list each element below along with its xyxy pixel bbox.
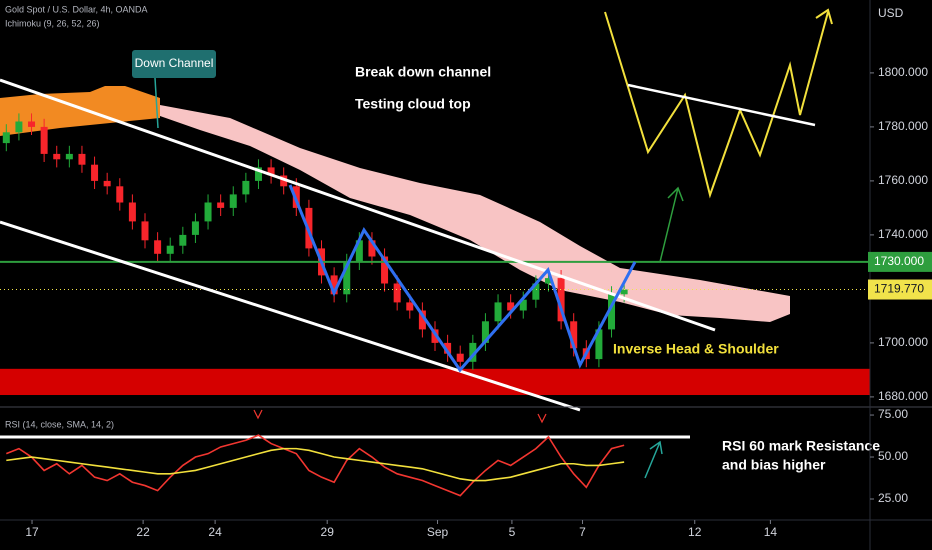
candle-body: [28, 121, 36, 127]
annotation: Down Channel: [135, 56, 214, 70]
x-tick-label: 12: [688, 525, 702, 539]
candle-body: [418, 310, 426, 330]
candle-body: [40, 126, 48, 154]
pattern-line: [288, 184, 637, 373]
arrow-head: [667, 186, 684, 202]
candle-body: [393, 283, 401, 303]
candle-body: [91, 164, 99, 181]
candle-body: [267, 167, 275, 176]
candle-body: [116, 186, 124, 203]
candle-body: [494, 302, 502, 322]
candle-body: [481, 321, 489, 343]
candle-body: [166, 245, 174, 254]
y-tick-label: 25.00: [878, 491, 908, 505]
arrow-head: [649, 440, 663, 455]
candle-body: [620, 289, 628, 295]
candle-body: [217, 202, 225, 208]
annotation: Break down channel: [355, 64, 491, 80]
y-tick-label: 1780.000: [878, 119, 928, 133]
candle-body: [179, 234, 187, 246]
price-tag-label: 1719.770: [874, 282, 924, 296]
axis-label: USD: [878, 6, 904, 20]
price-tag-label: 1730.000: [874, 254, 924, 268]
candle-body: [204, 202, 212, 222]
arrow: [659, 187, 679, 263]
y-tick-label: 1740.000: [878, 227, 928, 241]
candle-body: [330, 275, 338, 295]
annotation: Inverse Head & Shoulder: [613, 341, 779, 357]
candle-body: [78, 153, 86, 165]
x-tick-label: 24: [208, 525, 222, 539]
candle-body: [242, 180, 250, 195]
y-tick-label: 1700.000: [878, 335, 928, 349]
candle-body: [608, 294, 616, 330]
arrow-head: [815, 8, 833, 25]
x-tick-label: 22: [136, 525, 150, 539]
candle-body: [595, 329, 603, 360]
candle-body: [444, 342, 452, 354]
y-tick-label: 1680.000: [878, 389, 928, 403]
chart-subtitle: Ichimoku (9, 26, 52, 26): [5, 18, 100, 28]
support-zone: [0, 368, 870, 396]
annotation: and bias higher: [722, 457, 826, 473]
candle-body: [280, 175, 288, 187]
layer: [0, 86, 870, 396]
signal-arrow: [253, 409, 263, 420]
candle-body: [191, 221, 199, 235]
ichimoku-cloud: [160, 105, 790, 322]
resistance-line: [627, 83, 816, 127]
signal-arrow: [537, 413, 547, 424]
annotation: Testing cloud top: [355, 96, 471, 112]
x-tick-label: 17: [25, 525, 39, 539]
candle-body: [355, 240, 363, 262]
candle-body: [2, 132, 10, 144]
candle-body: [406, 302, 414, 311]
candle-body: [456, 353, 464, 362]
candle-body: [254, 167, 262, 181]
candle-body: [544, 278, 552, 284]
x-tick-label: 29: [321, 525, 335, 539]
candle-body: [103, 180, 111, 187]
candle-body: [229, 194, 237, 208]
candle-body: [141, 221, 149, 241]
y-tick-label: 50.00: [878, 449, 908, 463]
price-tag: [868, 251, 932, 272]
candle-body: [128, 202, 136, 222]
arrow: [644, 441, 661, 479]
candle-body: [570, 321, 578, 349]
pane-title: RSI (14, close, SMA, 14, 2): [5, 419, 114, 429]
y-tick-label: 1760.000: [878, 173, 928, 187]
channel-line: [0, 78, 716, 332]
candle-body: [65, 153, 73, 160]
y-tick-label: 1800.000: [878, 65, 928, 79]
chart-title: Gold Spot / U.S. Dollar, 4h, OANDA: [5, 4, 148, 14]
candle-body: [532, 283, 540, 300]
candle-body: [469, 342, 477, 362]
candle-body: [381, 256, 389, 284]
rsi-line: [6, 434, 625, 497]
candle-body: [15, 121, 23, 133]
callout-box: [132, 50, 216, 78]
x-tick-label: Sep: [427, 525, 449, 539]
callout-pointer: [154, 77, 159, 129]
price-tag: [868, 279, 932, 300]
candle-body: [507, 302, 515, 311]
candle-body: [343, 261, 351, 295]
ichimoku-cloud: [0, 86, 160, 136]
candle-body: [557, 278, 565, 322]
candle-body: [154, 240, 162, 254]
x-tick-label: 14: [764, 525, 778, 539]
x-tick-label: 7: [579, 525, 586, 539]
candle-body: [519, 299, 527, 311]
channel-line: [0, 220, 581, 412]
x-tick-label: 5: [509, 525, 516, 539]
y-tick-label: 75.00: [878, 407, 908, 421]
rsi-line: [6, 447, 625, 482]
candle-body: [368, 240, 376, 257]
annotation: RSI 60 mark Resistance: [722, 438, 880, 454]
candle-body: [53, 153, 61, 160]
